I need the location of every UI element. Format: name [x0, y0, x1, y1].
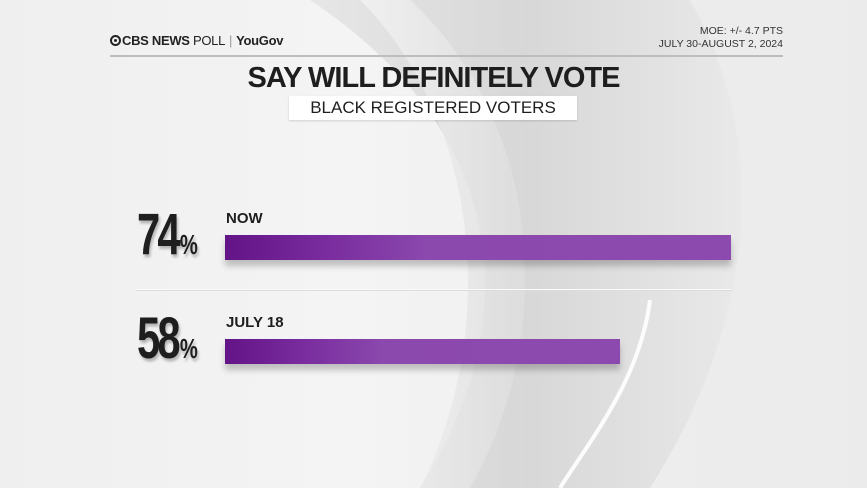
brand-suffix: POLL [192, 33, 226, 48]
cbs-eye-icon [110, 35, 121, 46]
chart-title: SAY WILL DEFINITELY VOTE [247, 62, 621, 94]
brand-separator: | [229, 33, 233, 48]
percent-sign: % [179, 229, 198, 260]
header-rule [110, 55, 783, 57]
partner-name: YouGov [236, 33, 284, 48]
poll-meta: MOE: +/- 4.7 PTS JULY 30-AUGUST 2, 2024 [659, 25, 783, 51]
value-number: 58 [137, 306, 181, 371]
margin-of-error: MOE: +/- 4.7 PTS [699, 25, 783, 37]
value-july-18: 58% [137, 305, 198, 372]
value-now: 74% [137, 201, 198, 268]
chart-subtitle: BLACK REGISTERED VOTERS [289, 96, 577, 120]
brand-name: CBS NEWS [122, 33, 190, 48]
poll-dates: JULY 30-AUGUST 2, 2024 [658, 38, 783, 50]
bar-july-18 [225, 339, 620, 364]
row-divider [136, 289, 731, 290]
bar-now [225, 235, 731, 260]
bar-label-july-18: JULY 18 [226, 314, 284, 331]
percent-sign: % [179, 333, 198, 364]
brand-logo: CBS NEWS POLL | YouGov [110, 33, 283, 48]
value-number: 74 [137, 202, 181, 267]
bar-label-now: NOW [226, 210, 263, 227]
